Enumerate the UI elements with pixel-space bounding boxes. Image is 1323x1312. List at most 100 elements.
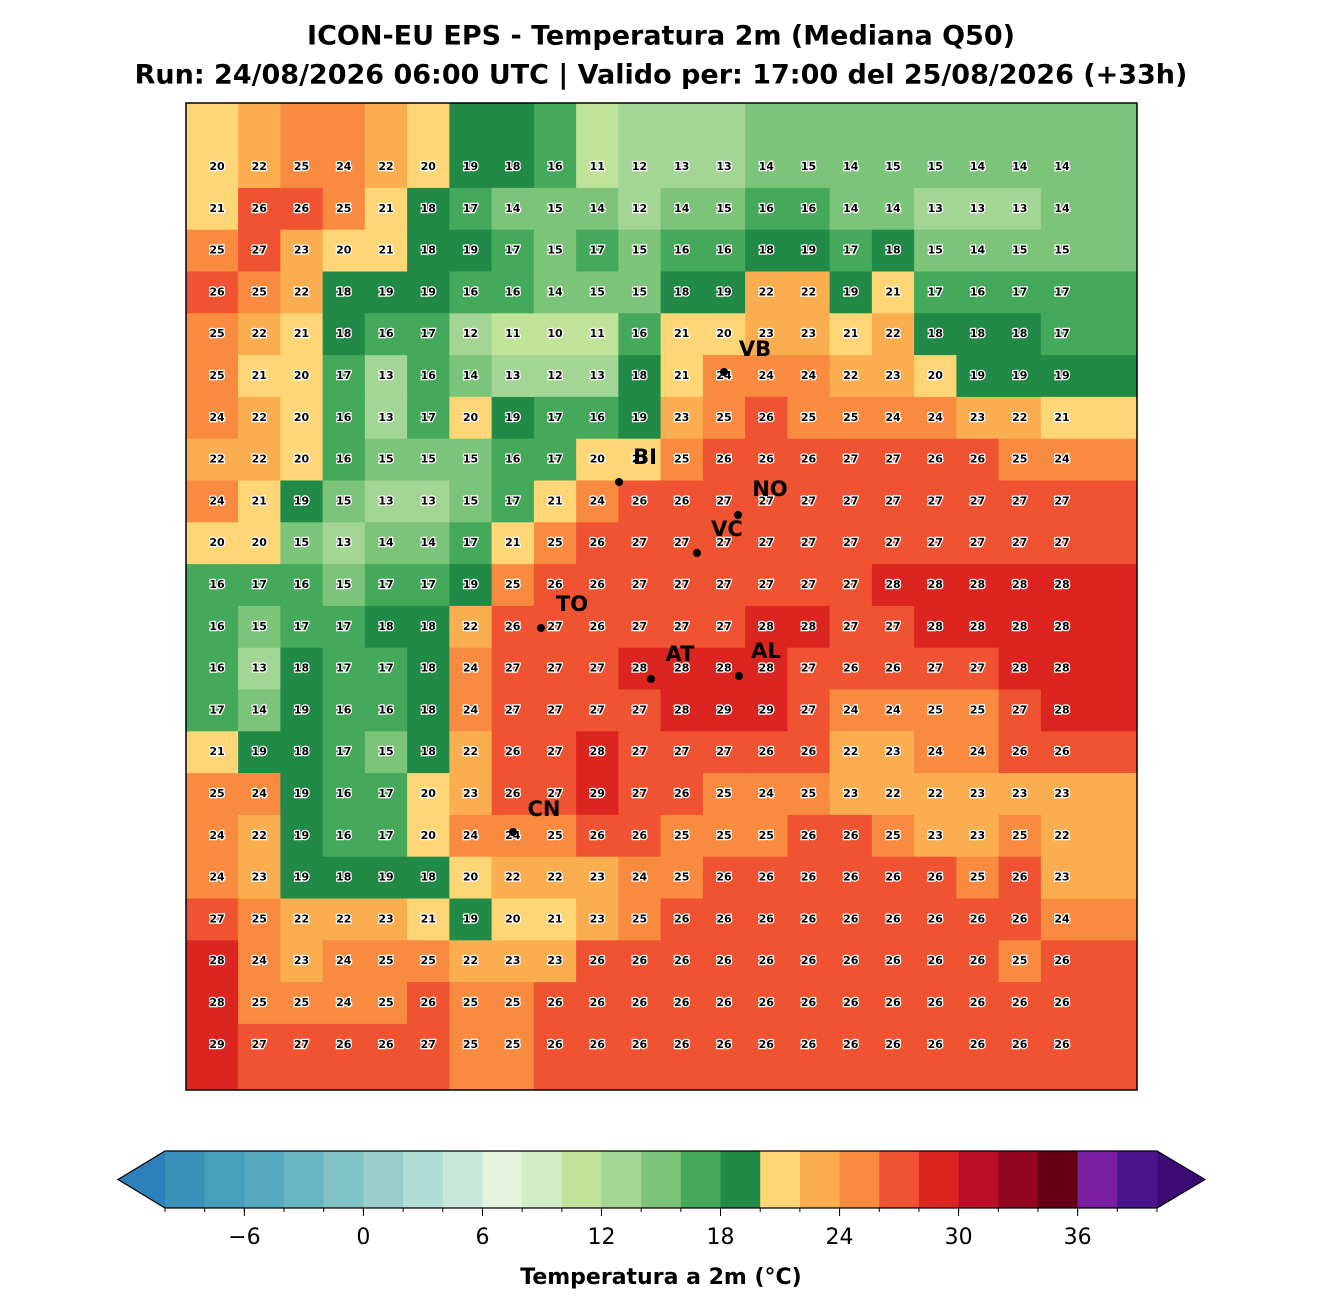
temperature-cell (238, 355, 281, 398)
temperature-cell (280, 522, 324, 565)
temperature-label: 22 (252, 411, 267, 424)
temperature-label: 27 (759, 536, 774, 549)
temperature-cell (576, 731, 619, 774)
temperature-cell (998, 103, 1042, 189)
temperature-label: 14 (970, 160, 986, 173)
temperature-label: 27 (674, 745, 689, 758)
temperature-cell (322, 1023, 366, 1090)
temperature-cell (533, 187, 577, 231)
temperature-cell (186, 438, 239, 481)
temperature-cell (745, 480, 788, 523)
temperature-label: 19 (421, 285, 436, 298)
temperature-cell (745, 898, 788, 941)
temperature-cell (407, 480, 450, 523)
temperature-cell (829, 814, 873, 858)
temperature-label: 25 (209, 327, 224, 340)
temperature-label: 17 (421, 411, 436, 424)
temperature-label: 20 (209, 160, 225, 173)
temperature-cell (829, 605, 873, 649)
temperature-label: 20 (505, 912, 521, 925)
temperature-label: 26 (505, 620, 521, 633)
temperature-cell (956, 689, 1000, 732)
temperature-label: 26 (759, 453, 775, 466)
temperature-cell (322, 396, 366, 440)
temperature-label: 23 (505, 954, 520, 967)
temperature-cell (280, 1023, 324, 1090)
temperature-label: 26 (970, 1038, 986, 1051)
temperature-cell (998, 1023, 1042, 1090)
temperature-cell (660, 1023, 704, 1090)
temperature-label: 18 (421, 202, 436, 215)
temperature-label: 25 (716, 411, 731, 424)
temperature-label: 28 (1012, 620, 1027, 633)
temperature-label: 26 (1012, 871, 1028, 884)
temperature-label: 14 (505, 202, 521, 215)
temperature-label: 26 (759, 954, 775, 967)
temperature-cell (364, 940, 408, 983)
temperature-label: 26 (801, 453, 817, 466)
temperature-cell (533, 480, 577, 523)
temperature-cell (407, 313, 450, 356)
temperature-label: 19 (801, 244, 816, 257)
temperature-label: 27 (632, 536, 647, 549)
temperature-label: 12 (632, 202, 647, 215)
temperature-label: 16 (801, 202, 817, 215)
temperature-cell (745, 564, 788, 607)
temperature-cell (618, 814, 662, 858)
temperature-label: 26 (759, 996, 775, 1009)
temperature-cell (364, 355, 408, 398)
temperature-label: 26 (843, 1038, 859, 1051)
temperature-label: 26 (759, 871, 775, 884)
colorbar-tick-label: 36 (1064, 1225, 1092, 1250)
temperature-label: 16 (716, 244, 732, 257)
temperature-label: 19 (970, 369, 985, 382)
temperature-cell (829, 271, 873, 314)
temperature-label: 27 (928, 536, 943, 549)
temperature-cell (238, 187, 281, 231)
temperature-cell (702, 689, 746, 732)
temperature-cell (914, 731, 957, 774)
temperature-label: 13 (421, 494, 436, 507)
temperature-cell (871, 480, 915, 523)
temperature-cell (238, 564, 281, 607)
temperature-label: 17 (336, 662, 351, 675)
temperature-cell (449, 773, 493, 816)
temperature-label: 24 (209, 494, 225, 507)
colorbar-tick-label: 18 (707, 1225, 735, 1250)
temperature-label: 26 (885, 871, 901, 884)
temperature-cell (914, 647, 957, 690)
temperature-cell (618, 982, 662, 1025)
temperature-cell (576, 1023, 619, 1090)
temperature-label: 28 (674, 662, 689, 675)
temperature-cell (449, 103, 493, 189)
temperature-cell (364, 271, 408, 314)
temperature-label: 15 (547, 244, 562, 257)
temperature-cell (186, 773, 239, 816)
temperature-label: 28 (1054, 620, 1069, 633)
temperature-label: 13 (378, 369, 393, 382)
temperature-cell (533, 229, 577, 272)
temperature-cell (1040, 731, 1137, 774)
temperature-cell (956, 355, 1000, 398)
city-label: AT (666, 642, 696, 666)
temperature-cell (956, 898, 1000, 941)
temperature-cell (449, 187, 493, 231)
temperature-label: 19 (843, 285, 858, 298)
temperature-cell (491, 313, 535, 356)
temperature-cell (871, 229, 915, 272)
colorbar-swatch (799, 1151, 841, 1208)
colorbar-swatch (760, 1151, 801, 1208)
temperature-cell (998, 647, 1042, 690)
temperature-cell (186, 1023, 239, 1090)
colorbar-swatch (323, 1151, 364, 1208)
temperature-label: 24 (843, 703, 859, 716)
temperature-cell (280, 940, 324, 983)
temperature-cell (407, 773, 450, 816)
temperature-label: 23 (801, 327, 816, 340)
temperature-label: 17 (463, 202, 478, 215)
temperature-label: 27 (885, 620, 900, 633)
temperature-cell (533, 438, 577, 481)
city-marker (615, 478, 623, 486)
temperature-label: 24 (1054, 912, 1070, 925)
temperature-label: 26 (716, 453, 732, 466)
